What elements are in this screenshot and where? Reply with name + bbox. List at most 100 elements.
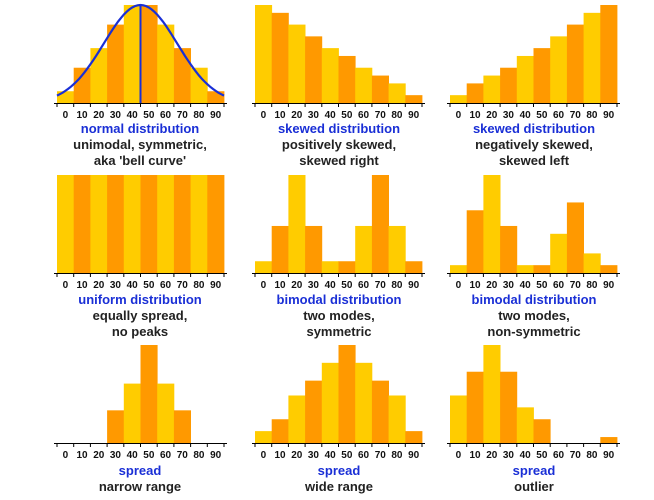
x-tick-label: 80 bbox=[193, 450, 205, 461]
bar bbox=[483, 175, 501, 273]
x-tick-label: 20 bbox=[486, 450, 498, 461]
bar bbox=[271, 225, 289, 273]
x-tick-label: 90 bbox=[408, 450, 420, 461]
caption-normal: normal distribution unimodal, symmetric,… bbox=[40, 121, 240, 169]
x-tick-label: 80 bbox=[391, 110, 403, 121]
x-tick-label: 50 bbox=[536, 280, 548, 291]
x-tick-label: 30 bbox=[308, 450, 320, 461]
x-tick-label: 60 bbox=[553, 450, 565, 461]
bar bbox=[57, 175, 75, 273]
bar bbox=[73, 175, 91, 273]
chart-title: bimodal distribution bbox=[276, 292, 402, 307]
chart-panel-bimodal-symmetric: 0 10 20 30 40 50 60 70 80 90 bbox=[252, 175, 425, 291]
bar bbox=[600, 5, 618, 103]
bar bbox=[288, 24, 306, 104]
x-tick-label: 50 bbox=[536, 450, 548, 461]
x-tick-label: 30 bbox=[110, 110, 122, 121]
bar bbox=[255, 431, 273, 443]
bar bbox=[123, 175, 141, 273]
x-tick-label: 10 bbox=[76, 110, 88, 121]
x-tick-label: 50 bbox=[341, 110, 353, 121]
bar bbox=[271, 12, 289, 104]
bar bbox=[566, 24, 584, 104]
chart-panel-skewed-right: 0 10 20 30 40 50 60 70 80 90 bbox=[252, 5, 425, 121]
chart-subtitle: equally spread, bbox=[92, 308, 188, 323]
x-tick-label: 40 bbox=[325, 280, 337, 291]
bar bbox=[288, 395, 306, 443]
x-tick-label: 20 bbox=[486, 110, 498, 121]
chart-title: spread bbox=[118, 463, 162, 478]
bar bbox=[190, 67, 208, 103]
chart-panel-spread-narrow: 0 10 20 30 40 50 60 70 80 90 bbox=[54, 345, 227, 461]
x-tick-label: 70 bbox=[375, 280, 387, 291]
x-tick-label: 60 bbox=[358, 450, 370, 461]
bar bbox=[371, 380, 389, 443]
x-tick-label: 10 bbox=[274, 450, 286, 461]
x-tick-label: 10 bbox=[469, 110, 481, 121]
bar bbox=[338, 55, 356, 103]
bar bbox=[405, 431, 423, 443]
chart-subtitle: negatively skewed, bbox=[475, 137, 593, 152]
chart-title: uniform distribution bbox=[78, 292, 202, 307]
x-tick-label: 10 bbox=[76, 450, 88, 461]
x-tick-label: 10 bbox=[469, 450, 481, 461]
x-tick-label: 30 bbox=[308, 110, 320, 121]
x-tick-label: 50 bbox=[536, 110, 548, 121]
x-tick-label: 0 bbox=[456, 450, 462, 461]
bar bbox=[500, 371, 518, 443]
chart-title: normal distribution bbox=[80, 121, 200, 136]
bar bbox=[271, 419, 289, 443]
x-tick-label: 10 bbox=[274, 280, 286, 291]
chart-subtitle: narrow range bbox=[98, 479, 182, 494]
bar bbox=[157, 383, 175, 443]
x-tick-label: 20 bbox=[93, 110, 105, 121]
x-tick-label: 80 bbox=[586, 450, 598, 461]
bar bbox=[123, 5, 141, 103]
x-tick-label: 0 bbox=[456, 110, 462, 121]
caption-skewed-right: skewed distribution positively skewed, s… bbox=[239, 121, 439, 169]
bar bbox=[173, 175, 191, 273]
chart-panel-spread-wide: 0 10 20 30 40 50 60 70 80 90 bbox=[252, 345, 425, 461]
bar bbox=[405, 95, 423, 103]
bar bbox=[255, 5, 273, 103]
x-tick-label: 70 bbox=[177, 110, 189, 121]
x-tick-label: 30 bbox=[110, 280, 122, 291]
x-tick-label: 60 bbox=[160, 280, 172, 291]
x-tick-label: 40 bbox=[325, 450, 337, 461]
x-tick-label: 80 bbox=[193, 280, 205, 291]
chart-subtitle: two modes, bbox=[498, 308, 570, 323]
chart-title: spread bbox=[512, 463, 556, 478]
bar bbox=[140, 175, 158, 273]
x-tick-label: 30 bbox=[503, 110, 515, 121]
bar bbox=[466, 371, 484, 443]
bar bbox=[305, 380, 323, 443]
x-tick-label: 70 bbox=[570, 450, 582, 461]
x-tick-label: 70 bbox=[177, 450, 189, 461]
x-tick-label: 60 bbox=[358, 280, 370, 291]
bar bbox=[500, 67, 518, 103]
bar bbox=[157, 24, 175, 104]
bar bbox=[355, 225, 373, 273]
x-tick-label: 30 bbox=[308, 280, 320, 291]
x-tick-label: 50 bbox=[143, 450, 155, 461]
bar bbox=[140, 345, 158, 443]
x-tick-label: 0 bbox=[63, 110, 69, 121]
chart-panel-bimodal-non-symmetric: 0 10 20 30 40 50 60 70 80 90 bbox=[447, 175, 620, 291]
x-tick-label: 20 bbox=[486, 280, 498, 291]
chart-subtitle: two modes, bbox=[303, 308, 375, 323]
bar bbox=[371, 175, 389, 273]
x-tick-label: 50 bbox=[341, 280, 353, 291]
bar bbox=[157, 175, 175, 273]
bar bbox=[107, 410, 125, 443]
x-tick-label: 10 bbox=[274, 110, 286, 121]
x-tick-label: 0 bbox=[261, 110, 267, 121]
bar bbox=[57, 91, 75, 103]
x-tick-label: 40 bbox=[127, 110, 139, 121]
chart-title: spread bbox=[317, 463, 361, 478]
bar bbox=[123, 383, 141, 443]
bar bbox=[483, 345, 501, 443]
bar bbox=[388, 225, 406, 273]
x-tick-label: 10 bbox=[76, 280, 88, 291]
bar bbox=[371, 75, 389, 103]
